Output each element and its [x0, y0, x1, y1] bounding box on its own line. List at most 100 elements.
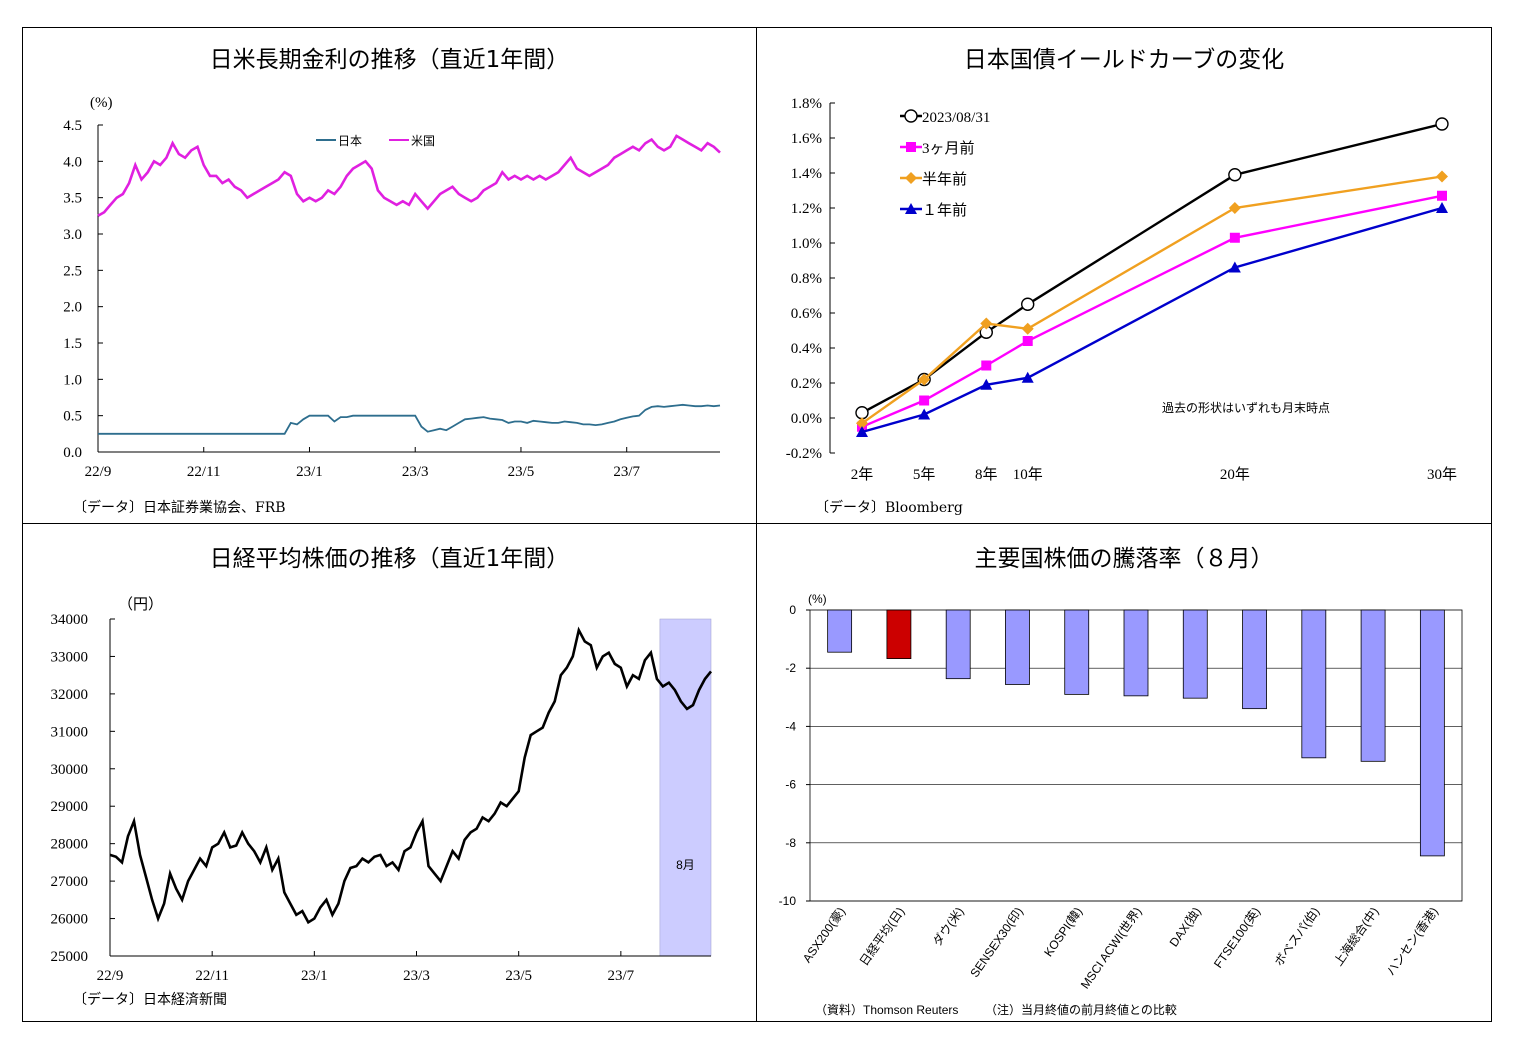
x-tick-label: 23/7 — [608, 968, 635, 984]
legend-marker — [905, 172, 917, 184]
y-tick-label: 34000 — [51, 612, 89, 628]
bar — [1360, 609, 1386, 762]
y-tick-label: 29000 — [51, 799, 89, 815]
y-tick-label: 33000 — [51, 649, 89, 665]
bar — [1242, 609, 1267, 710]
data-point — [1435, 117, 1449, 131]
y-axis-unit: （円） — [118, 596, 163, 613]
y-tick-label: 1.8% — [791, 96, 822, 112]
legend-label: １年前 — [922, 202, 967, 219]
y-tick-label: 4.5 — [63, 118, 82, 134]
y-tick-label: -4 — [785, 719, 796, 733]
x-tick-label: 22/9 — [85, 464, 112, 480]
x-tick-label: ASX200(豪) — [799, 904, 848, 965]
x-tick-label: 23/1 — [296, 464, 323, 480]
y-tick-label: 4.0 — [63, 154, 82, 170]
highlight-label: 8月 — [676, 858, 695, 872]
bar — [1123, 609, 1149, 697]
x-tick-label: 23/7 — [613, 464, 640, 480]
x-tick-label: 22/9 — [97, 968, 124, 984]
x-tick-label: 5年 — [913, 466, 936, 483]
series-line-us — [97, 134, 721, 217]
chart-note: （注）当月終値の前月終値との比較 — [985, 1003, 1177, 1017]
data-point — [1436, 202, 1448, 213]
legend-label: 日本 — [338, 134, 362, 148]
jgb-ust-yield-panel: 日米長期金利の推移（直近1年間） 0.0 0.5 1.0 1.5 2.0 2.5 3.0 3.… — [22, 27, 757, 524]
x-tick-label: ダウ(米) — [929, 904, 967, 949]
x-tick-label: SENSEX30(印) — [967, 905, 1026, 980]
bar — [1005, 609, 1030, 685]
y-tick-label: 2.5 — [63, 263, 82, 279]
y-tick-label: 0.2% — [791, 376, 822, 392]
y-tick-label: 0.5 — [63, 409, 82, 425]
data-point — [980, 317, 993, 330]
chart-title: 日本国債イールドカーブの変化 — [963, 47, 1285, 73]
nikkei-chart-svg: 8月 25000 26000 27000 28000 29000 30000 31000 320… — [51, 596, 713, 984]
august-highlight — [659, 618, 712, 957]
y-tick-label: -8 — [785, 836, 796, 850]
yield-curve-panel: 日本国債イールドカーブの変化 -0.2% 0.0% 0.2% 0.4% 0.6% 0.8%… — [756, 27, 1492, 524]
data-point — [1436, 170, 1448, 183]
legend-marker — [904, 109, 918, 123]
x-tick-label: 上海総合(中) — [1330, 904, 1381, 968]
y-tick-label: 26000 — [51, 912, 89, 928]
world-stock-svg: 0 -2 -4 -6 -8 -10 (%) ASX200(豪) 日経平均(日) ダウ(米) SENS… — [779, 592, 1463, 992]
y-tick-label: 32000 — [51, 687, 89, 703]
data-point — [856, 426, 868, 437]
x-tick-label: 23/1 — [301, 968, 328, 984]
x-tick-label: DAX(独) — [1167, 905, 1204, 950]
y-tick-label: 30000 — [51, 762, 89, 778]
x-tick-label: 22/11 — [187, 464, 221, 480]
legend-label: 3ヶ月前 — [922, 140, 975, 157]
y-tick-label: 25000 — [51, 949, 89, 965]
world-stock-panel: 主要国株価の騰落率（８月） 0 -2 -4 -6 -8 -10 (%) ASX200(豪) 日経… — [756, 523, 1492, 1022]
series-line — [861, 194, 1443, 428]
x-tick-label: 2年 — [851, 466, 874, 483]
chart-source: （資料）Thomson Reuters — [815, 1003, 959, 1017]
bar — [1301, 609, 1327, 759]
chart-title: 日経平均株価の推移（直近1年間） — [209, 546, 570, 572]
data-point — [1021, 297, 1035, 311]
data-point — [1229, 232, 1240, 243]
data-point — [918, 408, 931, 420]
y-tick-label: 0.8% — [791, 271, 822, 287]
y-tick-label: 3.5 — [63, 191, 82, 207]
y-tick-label: 27000 — [51, 874, 89, 890]
data-point — [1021, 371, 1034, 383]
x-tick-label: 10年 — [1013, 466, 1043, 483]
x-tick-label: 30年 — [1427, 466, 1457, 483]
chart-source: 〔データ〕Bloomberg — [815, 500, 963, 516]
legend-marker — [905, 203, 917, 214]
x-tick-label: 23/3 — [402, 464, 429, 480]
chart-source: 〔データ〕日本経済新聞 — [73, 992, 227, 1008]
x-tick-label: MSCI ACWI(世界) — [1078, 905, 1145, 992]
yield-curve-svg: -0.2% 0.0% 0.2% 0.4% 0.6% 0.8% 1.0% 1.2% 1.4% 1.6… — [786, 96, 1457, 483]
x-tick-label: ボベスパ(伯) — [1271, 904, 1322, 968]
x-tick-label: 日経平均(日) — [857, 905, 907, 969]
series-line — [861, 175, 1443, 425]
data-point — [1228, 261, 1241, 273]
annotation: 過去の形状はいずれも月末時点 — [1162, 401, 1330, 415]
x-tick-label: 23/5 — [508, 464, 535, 480]
data-point — [1228, 168, 1242, 182]
x-tick-label: ハンセン(香港) — [1383, 905, 1440, 979]
chart-source: 〔データ〕日本証券業協会、FRB — [73, 500, 286, 516]
legend-label: 半年前 — [922, 171, 967, 188]
y-tick-label: 0.4% — [791, 341, 822, 357]
nikkei-panel: 日経平均株価の推移（直近1年間） 8月 25000 26000 27000 28000 2… — [22, 523, 757, 1022]
series-line-nikkei — [109, 626, 713, 925]
data-point — [1022, 336, 1033, 346]
y-tick-label: -2 — [785, 661, 796, 675]
y-tick-label: -10 — [779, 894, 797, 908]
y-tick-label: 1.0% — [791, 236, 822, 252]
x-tick-label: 23/5 — [505, 968, 532, 984]
y-tick-label: 1.2% — [791, 201, 822, 217]
series-line — [861, 206, 1443, 434]
bar — [1419, 609, 1445, 857]
y-tick-label: 1.4% — [791, 166, 822, 182]
data-point — [918, 373, 931, 386]
y-tick-label: 0.6% — [791, 306, 822, 322]
x-tick-label: KOSPI(韓) — [1041, 905, 1085, 959]
data-point — [1228, 202, 1241, 214]
bar — [1064, 609, 1090, 695]
